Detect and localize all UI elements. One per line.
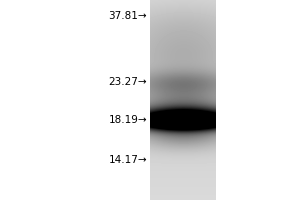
Text: 18.19→: 18.19→ — [108, 115, 147, 125]
Text: 23.27→: 23.27→ — [108, 77, 147, 87]
Text: 14.17→: 14.17→ — [108, 155, 147, 165]
Text: 37.81→: 37.81→ — [108, 11, 147, 21]
